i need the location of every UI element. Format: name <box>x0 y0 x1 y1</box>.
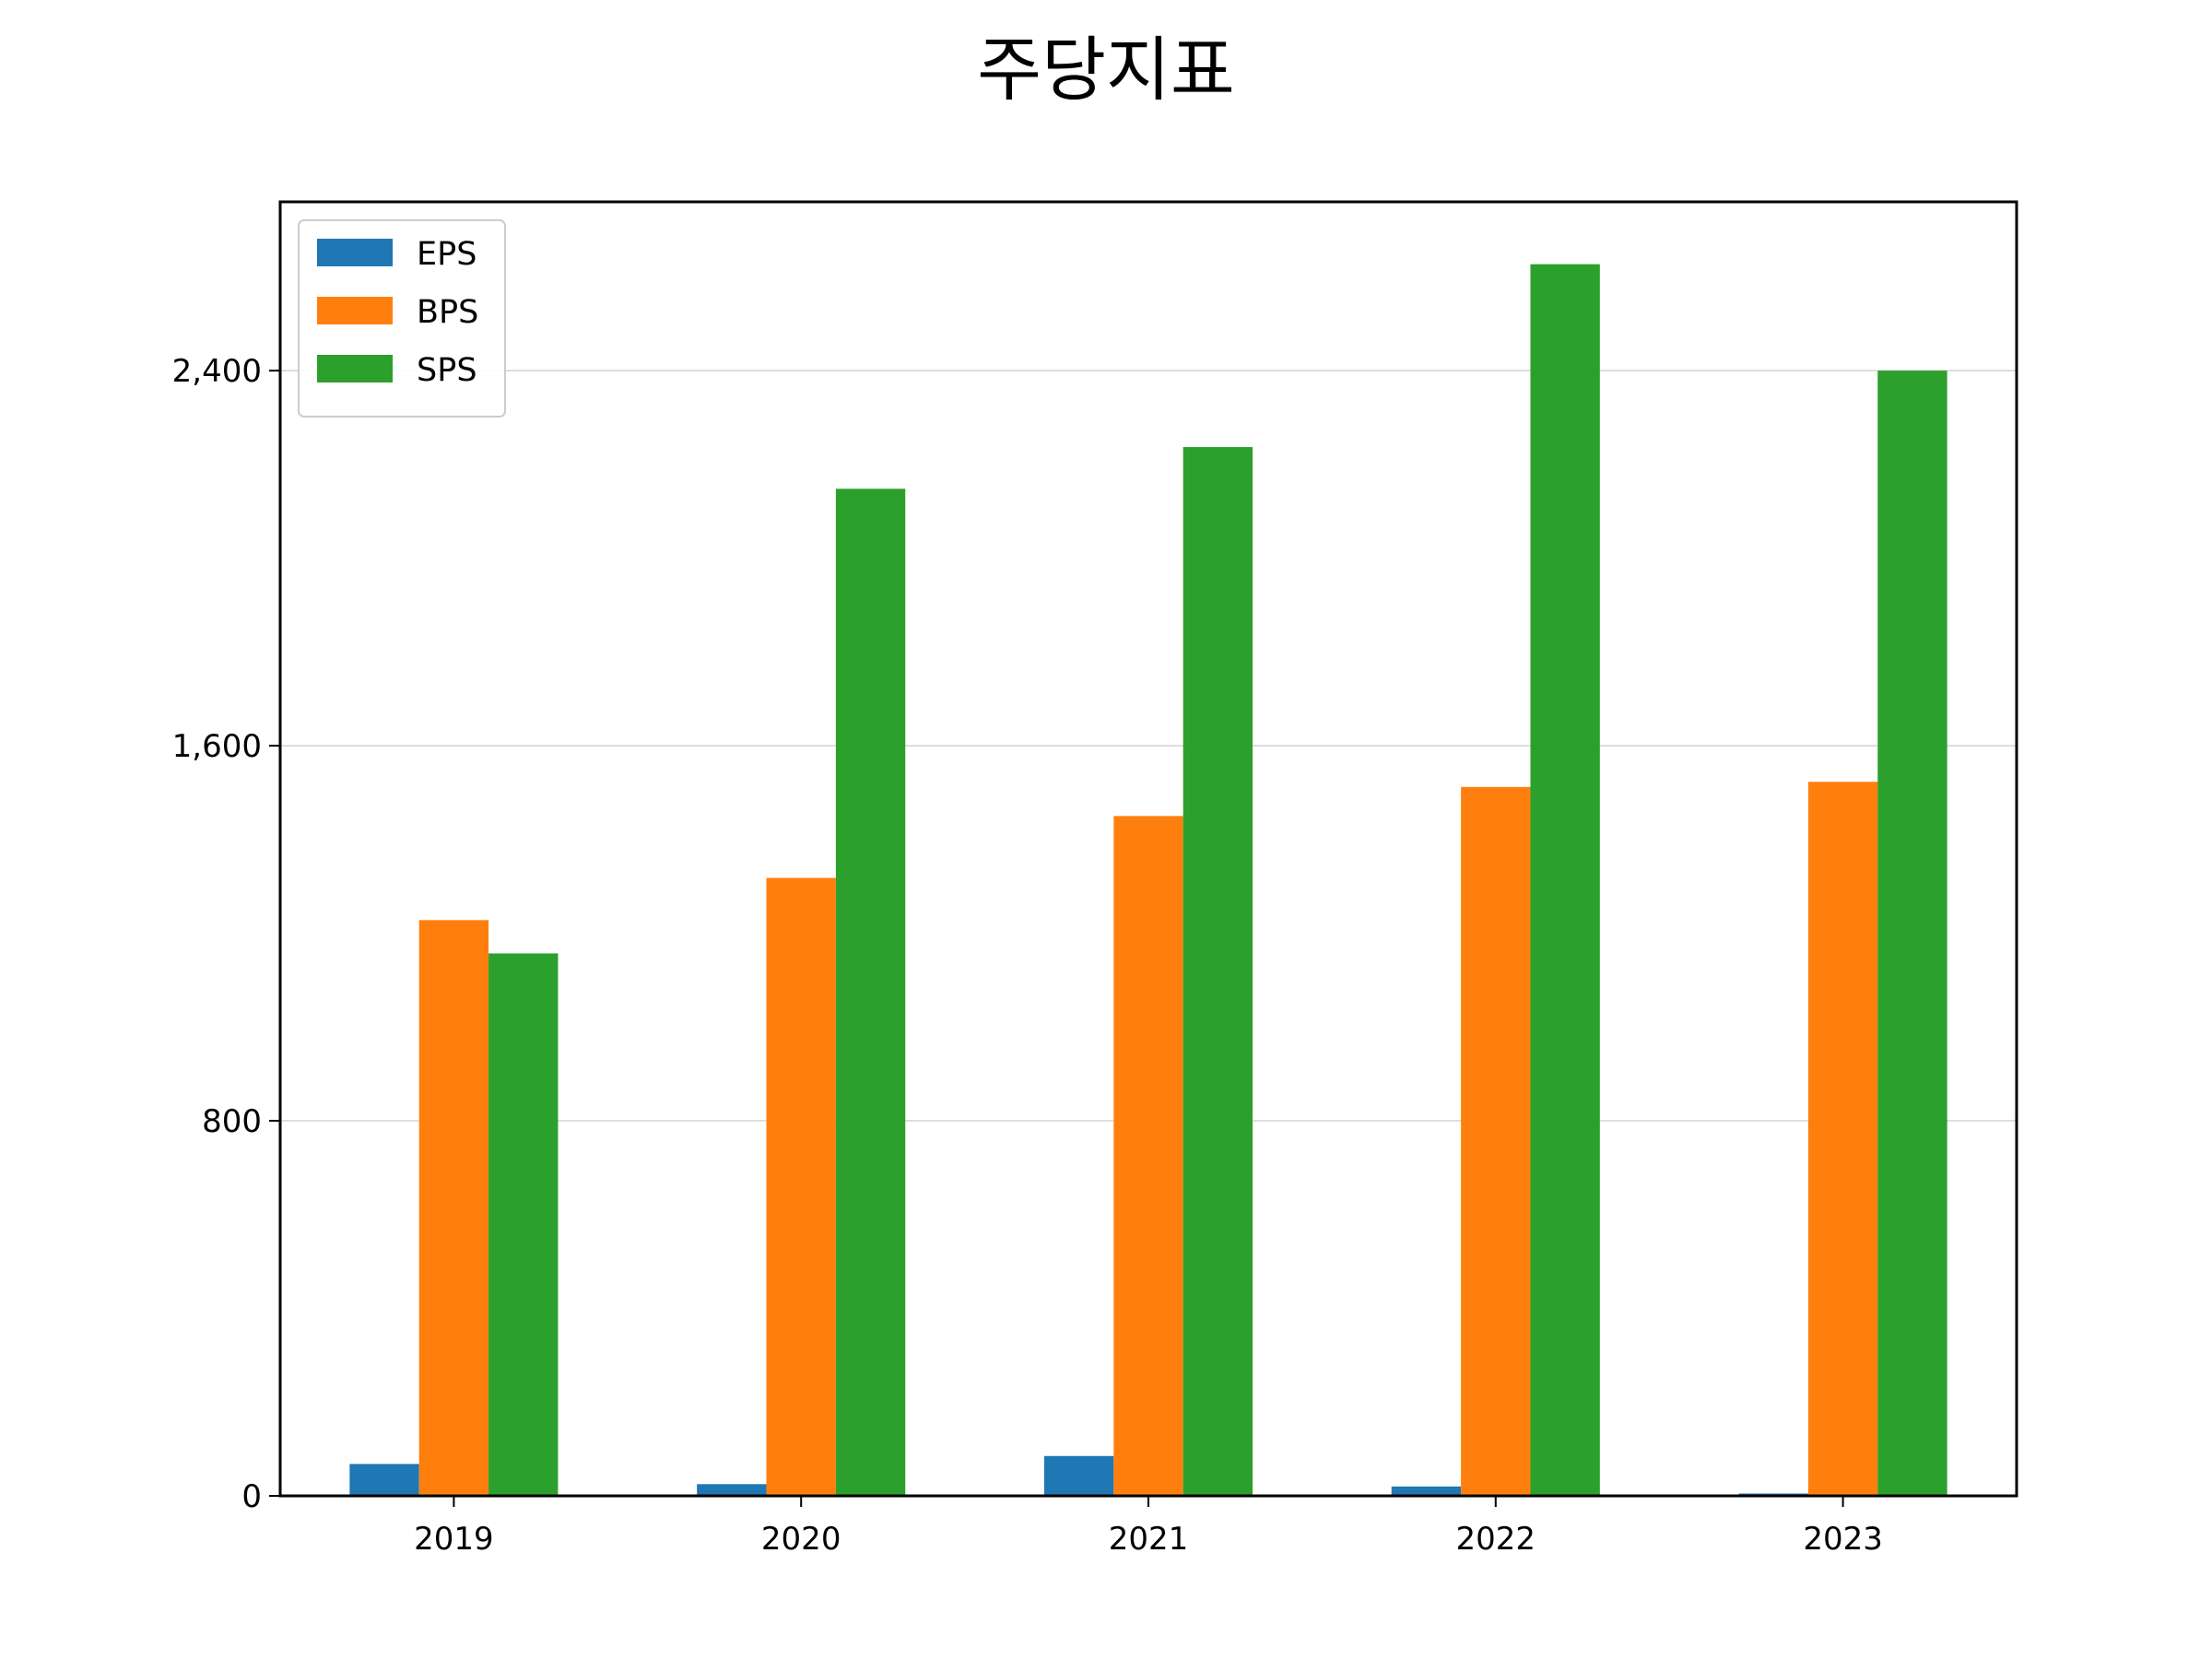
legend-swatch-eps <box>317 239 393 266</box>
y-tick-label: 800 <box>202 1103 262 1140</box>
bar-sps-2023 <box>1877 371 1947 1497</box>
y-tick-label: 2,400 <box>172 353 262 390</box>
bar-eps-2021 <box>1043 1455 1114 1496</box>
x-tick-label: 2021 <box>1109 1521 1189 1558</box>
bar-sps-2019 <box>488 953 559 1496</box>
y-tick-label: 0 <box>241 1478 262 1515</box>
x-axis-ticks: 2019 2020 2021 2022 2023 <box>414 1496 1883 1558</box>
legend-label-sps: SPS <box>417 352 477 389</box>
bar-sps-2020 <box>835 488 906 1496</box>
y-tick-label: 1,600 <box>172 728 262 765</box>
bar-sps-2022 <box>1530 264 1600 1497</box>
legend-label-bps: BPS <box>417 294 478 331</box>
chart-title: 주당지표 <box>977 29 1235 111</box>
legend-swatch-sps <box>317 355 393 382</box>
x-tick-label: 2022 <box>1456 1521 1536 1558</box>
x-tick-label: 2020 <box>761 1521 841 1558</box>
y-axis-ticks: 0 800 1,600 2,400 <box>172 353 280 1515</box>
bars <box>349 264 1947 1497</box>
x-tick-label: 2019 <box>414 1521 494 1558</box>
bar-eps-2019 <box>349 1464 419 1496</box>
x-tick-label: 2023 <box>1803 1521 1883 1558</box>
bar-bps-2019 <box>418 920 489 1496</box>
bar-eps-2022 <box>1391 1486 1462 1496</box>
bar-eps-2020 <box>697 1484 767 1496</box>
legend-swatch-bps <box>317 297 393 324</box>
bar-bps-2023 <box>1807 782 1878 1496</box>
bar-bps-2022 <box>1461 786 1531 1496</box>
legend-label-eps: EPS <box>417 236 477 273</box>
bar-bps-2020 <box>766 877 836 1496</box>
bar-bps-2021 <box>1113 816 1183 1496</box>
bar-sps-2021 <box>1182 447 1253 1496</box>
legend: EPS BPS SPS <box>298 219 506 418</box>
